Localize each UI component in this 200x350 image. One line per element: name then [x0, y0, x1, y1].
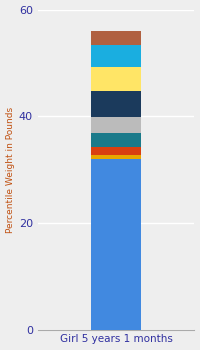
Bar	[91, 159, 141, 330]
Bar	[91, 31, 141, 45]
Bar	[91, 45, 141, 66]
Y-axis label: Percentile Weight in Pounds: Percentile Weight in Pounds	[6, 106, 15, 233]
Bar	[91, 133, 141, 147]
Bar	[91, 66, 141, 91]
Bar	[91, 155, 141, 159]
Bar	[91, 147, 141, 155]
Bar	[91, 91, 141, 117]
Bar	[91, 117, 141, 133]
